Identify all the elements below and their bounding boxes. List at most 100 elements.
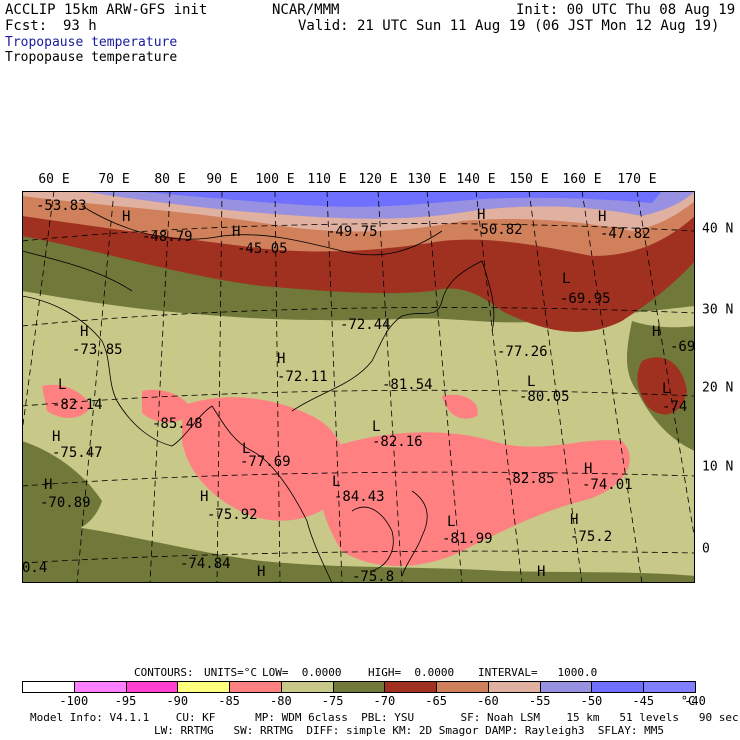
colorbar-tick-label: -60 [477,694,499,708]
value-label: -74.01 [582,477,633,493]
physics-info: LW: RRTMG SW: RRTMG DIFF: simple KM: 2D … [154,724,664,737]
colorbar-tick-label: -50 [580,694,603,708]
border [22,250,133,292]
cold-core-3 [42,384,92,418]
lon-label: 60 E [38,172,70,187]
high-marker: H [537,564,545,580]
colorbar-swatch [539,681,593,693]
value-label: -53.83 [36,198,87,214]
high-marker: H [52,429,60,445]
model-title: ACCLIP 15km ARW-GFS init [5,2,208,18]
contours-label: CONTOURS: [134,666,194,679]
tropopause-temperature-map: -53.83 -48.79 -45.05 -49.75 -50.82 -47.8… [22,191,695,583]
value-label: -70.89 [40,495,91,511]
meridian [326,191,343,583]
field-subtitle: Tropopause temperature [5,50,178,65]
lat-label: 0 [702,541,710,557]
band-minus70-south [22,521,695,583]
value-label: -75.47 [52,445,103,461]
colorbar-unit: °C [680,694,696,708]
border [81,205,443,256]
colorbar-swatch [643,681,696,693]
low-marker: L [447,514,455,530]
value-label: -81.99 [442,531,493,547]
contours-interval: INTERVAL= 1000.0 [478,666,598,679]
colorbar-swatch [177,681,231,693]
lon-label: 140 E [456,172,496,187]
cold-core-5 [442,394,478,419]
colorbar-tick-label: -70 [373,694,396,708]
lat-label: 10 N [702,459,734,475]
fcst-label: Fcst: [5,18,48,34]
high-marker: H [122,209,130,225]
meridian [216,191,223,583]
value-label: -75.92 [207,507,258,523]
center-name: NCAR/MMM [272,2,340,18]
meridian [636,191,695,544]
lon-label: 120 E [358,172,398,187]
colorbar-swatch [229,681,282,693]
high-marker: H [570,512,578,528]
value-label: -81.54 [382,377,433,393]
low-marker: L [242,441,250,457]
value-label: -77.69 [240,454,291,470]
colorbar-tick-label: -85 [218,694,240,708]
cold-core-4 [142,389,192,423]
colorbar-tick-label: -40 [684,694,706,708]
colorbar-tick-label: -100 [59,694,89,708]
high-marker: H [200,489,208,505]
init-time: Init: 00 UTC Thu 08 Aug 19 [516,2,736,18]
value-label: -50.82 [472,222,523,238]
meridian [76,191,115,583]
lon-label: 100 E [255,172,295,187]
colorbar-swatch [22,681,75,693]
colorbar-tick-label: -65 [425,694,447,708]
colorbar-tick-label: -55 [528,694,551,708]
colorbar-tick-label: -90 [166,694,189,708]
value-label: -77.26 [497,344,548,360]
band-minus65-east [637,357,687,415]
value-label: -85.48 [152,416,203,432]
meridian [528,191,583,583]
meridian [426,191,463,583]
lat-label: 40 N [702,221,734,237]
lon-label: 160 E [562,172,602,187]
lon-label: 150 E [509,172,549,187]
high-marker: H [584,461,592,477]
meridian [377,191,403,583]
coastline [351,506,394,572]
low-marker: L [527,374,535,390]
contours-high: HIGH= 0.0000 [368,666,455,679]
value-label: -75.8 [352,569,394,583]
colorbar-swatch [125,681,179,693]
meridian [475,191,523,583]
low-marker: L [372,419,380,435]
high-marker: H [477,207,485,223]
value-label: -49.75 [327,224,378,240]
colorbar-tick-label: -95 [114,694,137,708]
fcst-value: 93 h [63,18,97,34]
colorbar-tick-label: -80 [270,694,292,708]
colorbar-swatch [280,681,334,693]
value-label: -84.43 [334,489,385,505]
colorbar-tick-label: -45 [632,694,655,708]
high-marker: H [652,324,660,340]
lon-label: 80 E [154,172,186,187]
colorbar-swatch [591,681,645,693]
low-marker: L [562,271,570,287]
high-marker: H [232,224,240,240]
high-marker: H [257,564,265,580]
lon-label: 90 E [206,172,238,187]
value-label: -47.82 [600,226,651,242]
low-marker: L [58,377,66,393]
value-label: -75.2 [570,529,612,545]
value-label: -72.11 [277,369,328,385]
meridian [581,191,643,583]
contours-units: UNITS=°C [204,666,257,679]
value-label: -82.16 [372,434,423,450]
valid-time: Valid: 21 UTC Sun 11 Aug 19 (06 JST Mon … [298,18,720,34]
colorbar-swatch [332,681,386,693]
value-label: -74.84 [180,556,231,572]
low-marker: L [662,381,670,397]
meridian [22,191,55,436]
